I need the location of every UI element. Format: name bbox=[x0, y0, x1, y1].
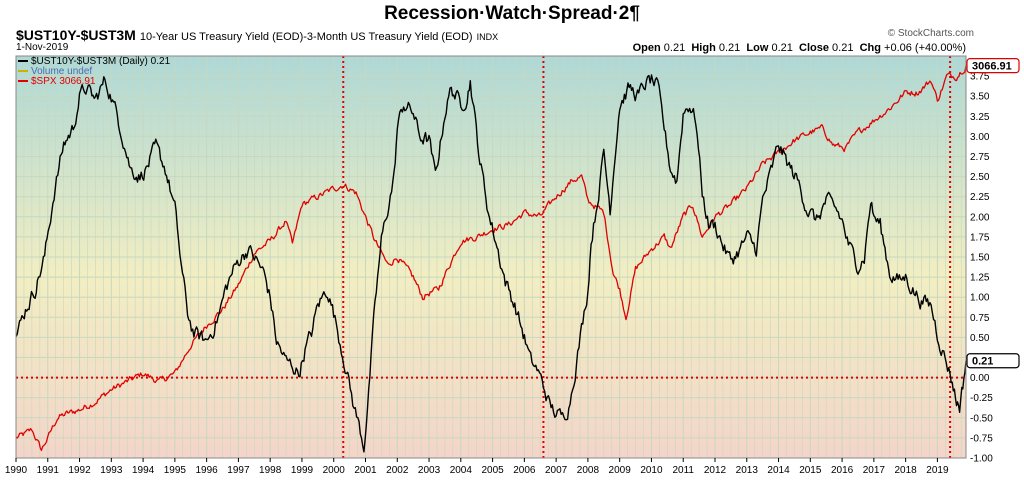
chart-date: 1-Nov-2019 bbox=[16, 42, 69, 53]
spread-line bbox=[16, 74, 966, 453]
x-tick-label: 2017 bbox=[863, 465, 886, 476]
y-tick-label: -0.25 bbox=[970, 393, 993, 404]
axis-layer: -1.00-0.75-0.50-0.250.000.250.500.751.00… bbox=[5, 72, 993, 476]
price-label-box bbox=[966, 58, 1020, 74]
high-value: 0.21 bbox=[718, 42, 741, 54]
x-tick-label: 2006 bbox=[513, 465, 536, 476]
copyright-label: © StockCharts.com bbox=[887, 28, 974, 39]
x-tick-label: 2012 bbox=[704, 465, 727, 476]
y-tick-label: 3.00 bbox=[970, 132, 990, 143]
y-tick-label: 2.25 bbox=[970, 192, 990, 203]
x-tick-label: 1999 bbox=[291, 465, 314, 476]
symbol-name: $UST10Y-$UST3M bbox=[16, 27, 136, 43]
price-label: 3066.91 bbox=[972, 61, 1012, 73]
x-tick-label: 1998 bbox=[259, 465, 282, 476]
low-label: Low bbox=[746, 42, 769, 54]
y-tick-label: 1.00 bbox=[970, 293, 990, 304]
x-tick-label: 2019 bbox=[926, 465, 949, 476]
exchange-label: INDX bbox=[476, 32, 499, 42]
page-title: Recession·Watch·Spread·2¶ bbox=[384, 3, 640, 24]
x-tick-label: 2010 bbox=[640, 465, 663, 476]
x-tick-label: 2016 bbox=[831, 465, 854, 476]
x-tick-label: 1991 bbox=[37, 465, 60, 476]
reference-lines bbox=[16, 56, 966, 458]
y-tick-label: 0.00 bbox=[970, 373, 990, 384]
change-label: Chg bbox=[859, 42, 881, 54]
spx-line bbox=[16, 65, 966, 452]
plot-border bbox=[15, 55, 967, 459]
y-tick-label: 1.50 bbox=[970, 253, 990, 264]
x-tick-label: 2014 bbox=[767, 465, 790, 476]
legend-entry: Volume undef bbox=[31, 66, 92, 77]
symbol-description: 10-Year US Treasury Yield (EOD)-3-Month … bbox=[139, 31, 473, 43]
open-label: Open bbox=[632, 42, 661, 54]
x-tick-label: 2007 bbox=[545, 465, 568, 476]
legend-entry: $SPX 3066.91 bbox=[31, 76, 96, 87]
x-tick-label: 2009 bbox=[609, 465, 632, 476]
x-tick-label: 2018 bbox=[895, 465, 918, 476]
y-tick-label: 3.25 bbox=[970, 112, 990, 123]
y-tick-label: -1.00 bbox=[970, 454, 993, 465]
y-tick-label: -0.50 bbox=[970, 413, 993, 424]
x-tick-label: 1995 bbox=[164, 465, 187, 476]
x-tick-label: 1994 bbox=[132, 465, 155, 476]
low-value: 0.21 bbox=[771, 42, 793, 54]
x-tick-label: 2001 bbox=[354, 465, 377, 476]
y-tick-label: 3.75 bbox=[970, 72, 990, 83]
y-tick-label: 0.50 bbox=[970, 333, 990, 344]
x-tick-label: 2000 bbox=[323, 465, 346, 476]
ohlc-readout: Open 0.21 High 0.21 Low 0.21 Close 0.21 … bbox=[633, 42, 966, 54]
price-labels: 3066.91 0.21 bbox=[966, 58, 1020, 369]
x-tick-label: 2002 bbox=[386, 465, 409, 476]
y-tick-label: 2.75 bbox=[970, 152, 990, 163]
close-value: 0.21 bbox=[832, 42, 854, 54]
x-tick-label: 2011 bbox=[672, 465, 694, 476]
x-tick-label: 2003 bbox=[418, 465, 441, 476]
y-tick-label: 2.00 bbox=[970, 212, 990, 223]
y-tick-label: -0.75 bbox=[970, 433, 993, 444]
x-tick-label: 1997 bbox=[227, 465, 250, 476]
open-value: 0.21 bbox=[663, 42, 686, 54]
x-tick-label: 1990 bbox=[5, 465, 28, 476]
change-value: +0.06 (+40.00%) bbox=[884, 42, 966, 54]
symbol-line: $UST10Y-$UST3M 10-Year US Treasury Yield … bbox=[16, 27, 498, 43]
legend-entry: $UST10Y-$UST3M (Daily) 0.21 bbox=[31, 56, 171, 67]
x-tick-label: 2004 bbox=[450, 465, 473, 476]
x-tick-label: 2013 bbox=[736, 465, 759, 476]
price-label: 0.21 bbox=[972, 356, 993, 368]
high-label: High bbox=[691, 42, 716, 54]
y-tick-label: 2.50 bbox=[970, 172, 990, 183]
y-tick-label: 3.50 bbox=[970, 92, 990, 103]
x-tick-label: 2005 bbox=[481, 465, 504, 476]
y-tick-label: 1.75 bbox=[970, 232, 990, 243]
x-tick-label: 1993 bbox=[100, 465, 123, 476]
x-tick-label: 1996 bbox=[196, 465, 219, 476]
series-layer bbox=[16, 65, 966, 453]
close-label: Close bbox=[799, 42, 829, 54]
x-tick-label: 2008 bbox=[577, 465, 600, 476]
x-tick-label: 1992 bbox=[68, 465, 91, 476]
x-tick-label: 2015 bbox=[799, 465, 822, 476]
y-tick-label: 0.75 bbox=[970, 313, 990, 324]
grid-layer bbox=[15, 56, 966, 459]
y-tick-label: 1.25 bbox=[970, 273, 990, 284]
price-label-box bbox=[966, 353, 1020, 369]
